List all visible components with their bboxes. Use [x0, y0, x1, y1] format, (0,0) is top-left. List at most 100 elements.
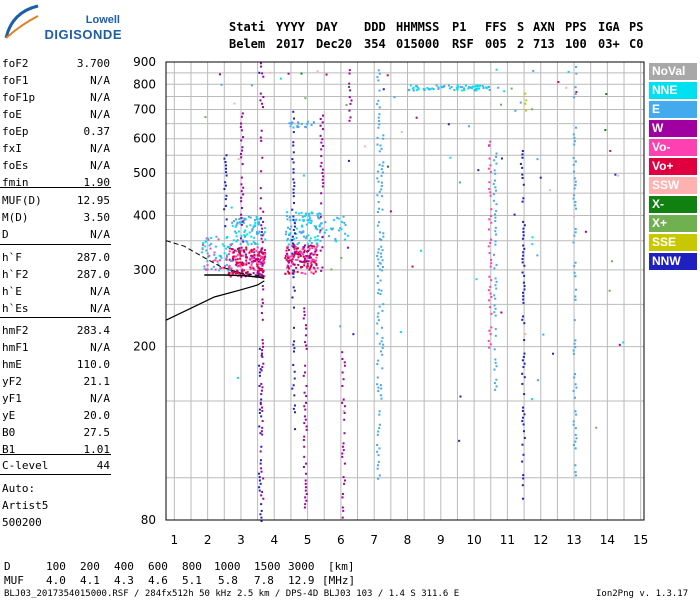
echo-point — [377, 79, 380, 82]
echo-point — [248, 231, 251, 234]
echo-point — [290, 265, 293, 268]
echo-point — [252, 226, 255, 229]
echo-point — [293, 377, 296, 380]
echo-point — [261, 264, 264, 267]
echo-point — [288, 256, 291, 259]
echo-point — [314, 227, 317, 230]
echo-point — [250, 261, 253, 264]
echo-point — [262, 106, 265, 109]
echo-point — [293, 225, 296, 228]
echo-point — [306, 265, 309, 268]
echo-point — [565, 86, 568, 89]
echo-point — [378, 474, 381, 477]
echo-point — [307, 260, 310, 263]
echo-point — [204, 240, 207, 243]
param-value: 287.0 — [76, 268, 110, 281]
echo-point — [387, 165, 390, 168]
param-name: hmE — [2, 358, 22, 371]
echo-point — [617, 174, 620, 177]
echo-point — [495, 263, 498, 266]
echo-point — [303, 257, 306, 260]
echo-point — [464, 84, 467, 87]
echo-point — [231, 259, 234, 262]
header-label: DAY — [316, 20, 338, 34]
echo-point — [292, 286, 295, 289]
echo-point — [300, 211, 303, 214]
echo-point — [584, 230, 587, 233]
echo-point — [258, 479, 261, 482]
echo-point — [285, 254, 288, 257]
echo-point — [522, 295, 525, 298]
echo-point — [221, 243, 224, 246]
echo-point — [521, 318, 524, 321]
echo-point — [260, 251, 263, 254]
echo-point — [495, 365, 498, 368]
echo-point — [294, 428, 297, 431]
echo-point — [261, 268, 264, 271]
echo-point — [214, 259, 217, 262]
echo-point — [290, 259, 293, 262]
echo-point — [240, 269, 243, 272]
echo-point — [254, 224, 257, 227]
echo-point — [220, 83, 223, 86]
legend-item: NNE — [649, 82, 697, 99]
echo-point — [287, 265, 290, 268]
echo-point — [489, 343, 492, 346]
echo-point — [229, 275, 232, 278]
echo-point — [574, 231, 577, 234]
echo-point — [237, 230, 240, 233]
echo-point — [309, 237, 312, 240]
echo-point — [234, 230, 237, 233]
echo-point — [292, 171, 295, 174]
echo-point — [487, 167, 490, 170]
x-tick-label: 7 — [370, 533, 378, 547]
echo-point — [573, 396, 576, 399]
echo-point — [231, 248, 234, 251]
header-value: 354 — [364, 37, 386, 51]
echo-point — [308, 215, 311, 218]
echo-point — [523, 413, 526, 416]
echo-point — [259, 401, 262, 404]
x-tick-label: 6 — [337, 533, 345, 547]
param-row: h`F 287.0 — [2, 251, 110, 265]
echo-point — [241, 220, 244, 223]
echo-point — [459, 395, 462, 398]
echo-point — [522, 453, 525, 456]
echo-point — [258, 486, 261, 489]
echo-point — [307, 245, 310, 248]
echo-point — [316, 244, 319, 247]
echo-point — [249, 268, 252, 271]
echo-point — [478, 87, 481, 90]
param-row: h`E N/A — [2, 285, 110, 299]
header-value: 2017 — [276, 37, 305, 51]
param-name: fxI — [2, 142, 22, 155]
echo-point — [379, 262, 382, 265]
y-tick-label: 900 — [133, 55, 156, 69]
echo-point — [240, 129, 243, 132]
echo-point — [331, 227, 334, 230]
echo-point — [321, 227, 324, 230]
echo-point — [306, 254, 309, 257]
param-row: foEs N/A — [2, 159, 110, 173]
echo-point — [343, 364, 346, 367]
param-row: h`F2 287.0 — [2, 268, 110, 282]
echo-point — [258, 254, 261, 257]
echo-point — [522, 244, 525, 247]
x-tick-label: 2 — [204, 533, 212, 547]
echo-point — [259, 368, 262, 371]
echo-point — [260, 224, 263, 227]
echo-point — [245, 253, 248, 256]
echo-point — [609, 149, 612, 152]
echo-point — [225, 258, 228, 261]
echo-point — [381, 208, 384, 211]
echo-point — [206, 268, 209, 271]
echo-point — [239, 264, 242, 267]
echo-point — [259, 250, 262, 253]
echo-point — [575, 126, 578, 129]
echo-point — [261, 426, 264, 429]
echo-point — [251, 255, 254, 258]
echo-point — [308, 268, 311, 271]
echo-point — [377, 292, 380, 295]
echo-point — [522, 430, 525, 433]
muf-label: MUF — [4, 574, 24, 587]
